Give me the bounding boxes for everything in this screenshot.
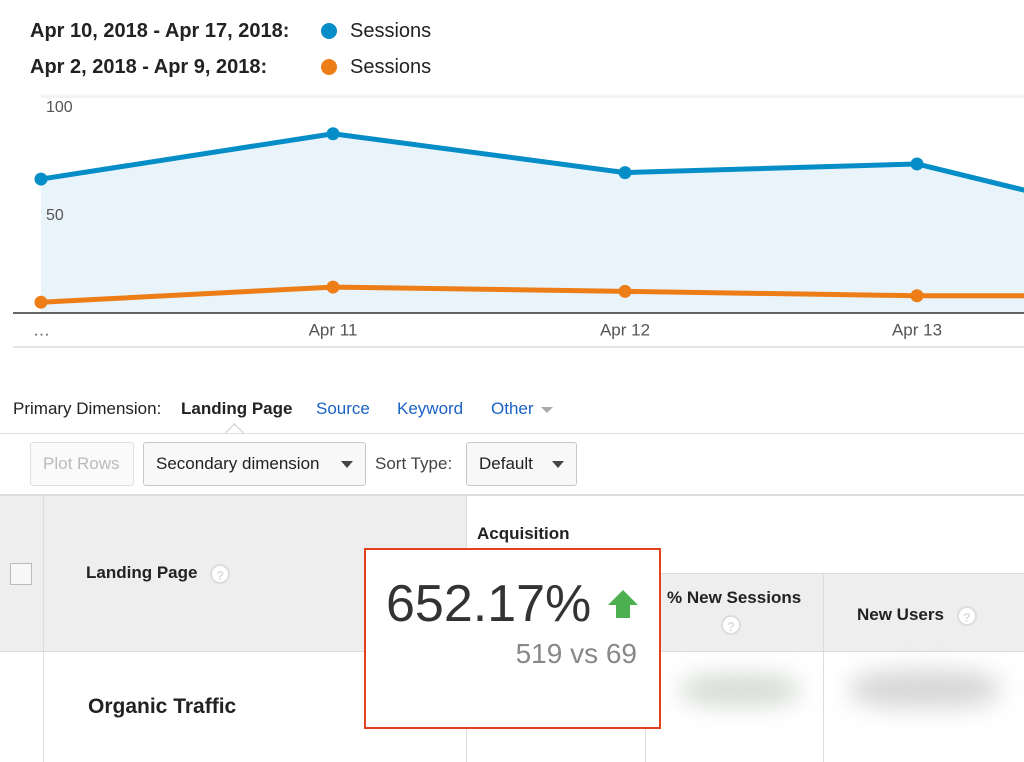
dimension-option[interactable]: Keyword [397,399,464,418]
dropdown-caret [341,460,353,468]
dimension-label: Primary Dimension: [13,399,162,418]
secondary-dimension-dropdown[interactable]: Secondary dimension [143,442,366,486]
divider [645,573,1024,574]
dropdown-text: Default [479,454,533,473]
chart: 50 100 … Apr 11 Apr 12 Apr 13 [13,94,1024,348]
point [910,289,924,303]
y-tick-label: 50 [46,207,64,224]
dropdown-caret [552,460,564,468]
column-line [823,573,824,762]
plot-rows-button[interactable]: Plot Rows [30,442,134,486]
tooltip-comparison: 519 vs 69 [515,638,637,669]
legend-swatch [321,23,337,39]
tooltip: 652.17% 519 vs 69 [364,548,661,729]
divider [0,433,1024,434]
help-icon[interactable]: ? [956,605,977,626]
header-new-users: New Users ? [857,605,977,626]
point [618,166,632,180]
row-label: Organic Traffic [88,695,237,718]
legend-range: Apr 10, 2018 - Apr 17, 2018: [30,20,289,43]
checkbox[interactable] [10,563,32,585]
header-new-sessions: % New Sessions [667,588,802,607]
point [326,127,340,141]
point [34,172,48,186]
header-text: New Users [857,605,944,624]
help-icon[interactable]: ? [210,563,231,584]
up-arrow [608,590,638,618]
blurred-cell [680,675,800,705]
header-group: Acquisition [477,524,570,543]
point [618,284,632,298]
tooltip-change: 652.17% [386,575,592,633]
sort-dropdown[interactable]: Default [466,442,577,486]
x-tick-label: Apr 13 [892,320,942,339]
header-text: Landing Page [86,563,198,582]
dimension-option[interactable]: Source [316,399,370,418]
dropdown-caret [541,407,553,413]
dimension-option[interactable]: Other [491,399,534,418]
plot-area [34,96,1024,313]
dimension-active[interactable]: Landing Page [181,399,293,418]
point [34,295,48,309]
help-icon[interactable]: ? [721,615,741,635]
x-tick-label: Apr 11 [309,320,358,339]
sort-label: Sort Type: [375,454,453,473]
header-landing-page: Landing Page ? [86,563,231,584]
y-tick-label: 100 [46,99,73,116]
point [326,280,340,294]
x-tick-label: Apr 12 [600,320,650,339]
area [41,133,1024,313]
legend-date: Apr 10, 2018 - Apr 17, 2018: [30,20,290,42]
dropdown-text: Secondary dimension [156,454,320,473]
legend-range: Apr 2, 2018 - Apr 9, 2018: [30,56,267,79]
legend-name: Sessions [350,56,432,78]
legend-name: Sessions [350,20,432,42]
x-tick-label: … [33,320,50,339]
legend-date: Apr 2, 2018 - Apr 9, 2018: [30,56,268,78]
blurred-cell [850,670,1000,708]
legend-swatch [321,59,337,75]
column-line [43,496,44,762]
point [910,157,924,171]
